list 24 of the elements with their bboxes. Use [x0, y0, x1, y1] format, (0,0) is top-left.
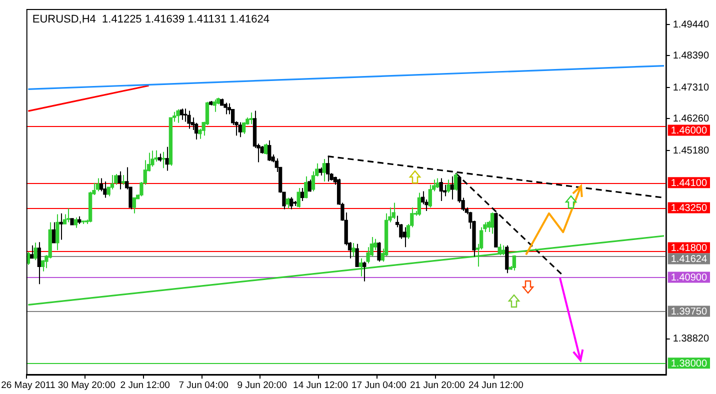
- y-tick-label: 1.45180: [672, 145, 710, 156]
- x-tick-label: 9 Jun 20:00: [237, 380, 287, 391]
- ref-line-label: 1.39750: [670, 306, 708, 318]
- ref-line-label: 1.44100: [670, 178, 708, 189]
- ref-line-label: 1.41800: [670, 243, 708, 254]
- ref-line-label: 1.41624: [670, 254, 708, 266]
- y-tick-label: 1.47310: [672, 82, 710, 94]
- ref-line-label: 1.43250: [670, 203, 708, 214]
- x-tick-label: 2 Jun 12:00: [120, 380, 170, 391]
- ref-line-label: 1.40900: [670, 272, 708, 284]
- y-tick-label: 1.49440: [672, 19, 710, 30]
- x-tick-label: 21 Jun 20:00: [410, 380, 465, 391]
- x-tick-label: 24 Jun 12:00: [468, 380, 524, 391]
- y-tick-label: 1.48390: [672, 50, 710, 62]
- x-tick-label: 14 Jun 12:00: [293, 380, 348, 391]
- x-tick-label: 7 Jun 04:00: [178, 380, 228, 391]
- ref-line-label: 1.38000: [670, 358, 708, 370]
- y-tick-label: 1.46260: [672, 113, 710, 124]
- x-tick-label: 26 May 2011: [1, 380, 56, 391]
- chart-title: EURUSD,H4 1.41225 1.41639 1.41131 1.41624: [32, 14, 270, 26]
- x-tick-label: 17 Jun 04:00: [352, 380, 406, 391]
- ref-line-label: 1.46000: [670, 125, 708, 136]
- x-tick-label: 30 May 20:00: [58, 380, 116, 391]
- y-tick-label: 1.38820: [672, 334, 710, 345]
